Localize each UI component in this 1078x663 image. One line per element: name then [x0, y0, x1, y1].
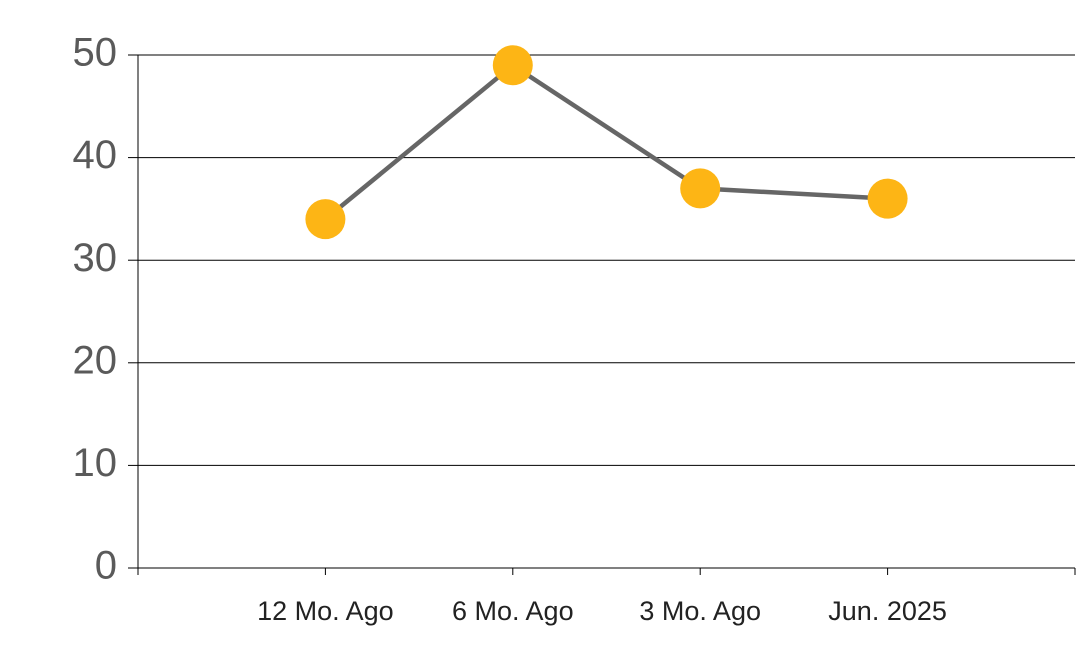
y-tick-label: 30 [73, 236, 118, 280]
marker [680, 168, 721, 209]
marker [492, 45, 533, 86]
y-tick-label: 50 [73, 31, 118, 75]
marker [305, 199, 346, 240]
x-tick-label: Jun. 2025 [828, 596, 947, 626]
x-tick-label: 3 Mo. Ago [639, 596, 761, 626]
marker [867, 178, 908, 219]
y-tick-label: 0 [95, 544, 117, 588]
y-tick-label: 20 [73, 338, 118, 382]
line [323, 62, 888, 221]
x-tick-label: 12 Mo. Ago [257, 596, 394, 626]
y-tick-label: 40 [73, 133, 118, 177]
x-tick-label: 6 Mo. Ago [452, 596, 574, 626]
y-tick-label: 10 [73, 441, 118, 485]
